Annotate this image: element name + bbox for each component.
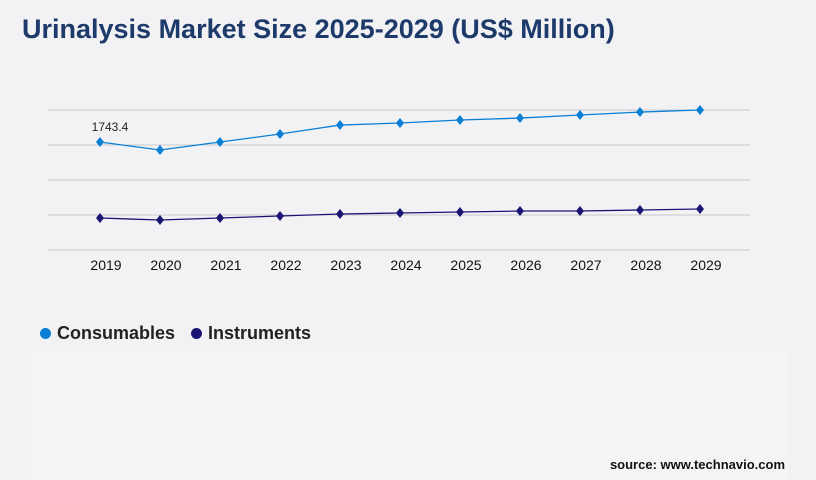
x-tick-label: 2026 <box>510 257 541 273</box>
x-tick-label: 2019 <box>90 257 121 273</box>
data-point <box>216 213 224 224</box>
series-line <box>99 109 701 151</box>
data-point <box>516 113 524 124</box>
data-label: 1743.4 <box>92 120 129 134</box>
data-point <box>336 120 344 131</box>
legend-marker-consumables <box>40 328 51 339</box>
legend-consumables[interactable]: Consumables <box>40 323 175 344</box>
legend-label: Instruments <box>208 323 312 343</box>
data-point <box>336 209 344 220</box>
data-point <box>156 215 164 226</box>
data-point <box>96 213 104 224</box>
x-tick-label: 2024 <box>390 257 421 273</box>
data-point <box>396 208 404 219</box>
footer-panel <box>32 350 788 480</box>
legend-marker-instruments <box>191 328 202 339</box>
data-point <box>276 129 284 140</box>
data-point <box>636 107 644 118</box>
data-point <box>636 204 644 215</box>
data-point <box>576 206 584 217</box>
data-point <box>396 118 404 129</box>
data-point <box>456 115 464 126</box>
x-tick-label: 2028 <box>630 257 661 273</box>
data-point <box>156 145 164 156</box>
x-tick-label: 2027 <box>570 257 601 273</box>
data-point <box>216 137 224 148</box>
data-point <box>576 110 584 121</box>
x-tick-label: 2021 <box>210 257 241 273</box>
chart-title: Urinalysis Market Size 2025-2029 (US$ Mi… <box>22 14 615 44</box>
x-tick-label: 2029 <box>690 257 721 273</box>
x-tick-label: 2022 <box>270 257 301 273</box>
x-tick-label: 2020 <box>150 257 181 273</box>
data-point <box>276 210 284 221</box>
line-chart: 2019 2020 2021 2022 2023 2024 2025 2026 2027 2028… <box>48 105 750 273</box>
data-point <box>696 105 704 115</box>
x-tick-label: 2023 <box>330 257 361 273</box>
data-point <box>456 207 464 218</box>
legend-instruments[interactable]: Instruments <box>191 323 311 344</box>
data-point <box>96 137 104 148</box>
data-point <box>696 203 704 214</box>
source-text: source: www.technavio.com <box>609 457 785 472</box>
x-tick-label: 2025 <box>450 257 481 273</box>
data-point <box>516 206 524 217</box>
legend-label: Consumables <box>57 323 176 343</box>
